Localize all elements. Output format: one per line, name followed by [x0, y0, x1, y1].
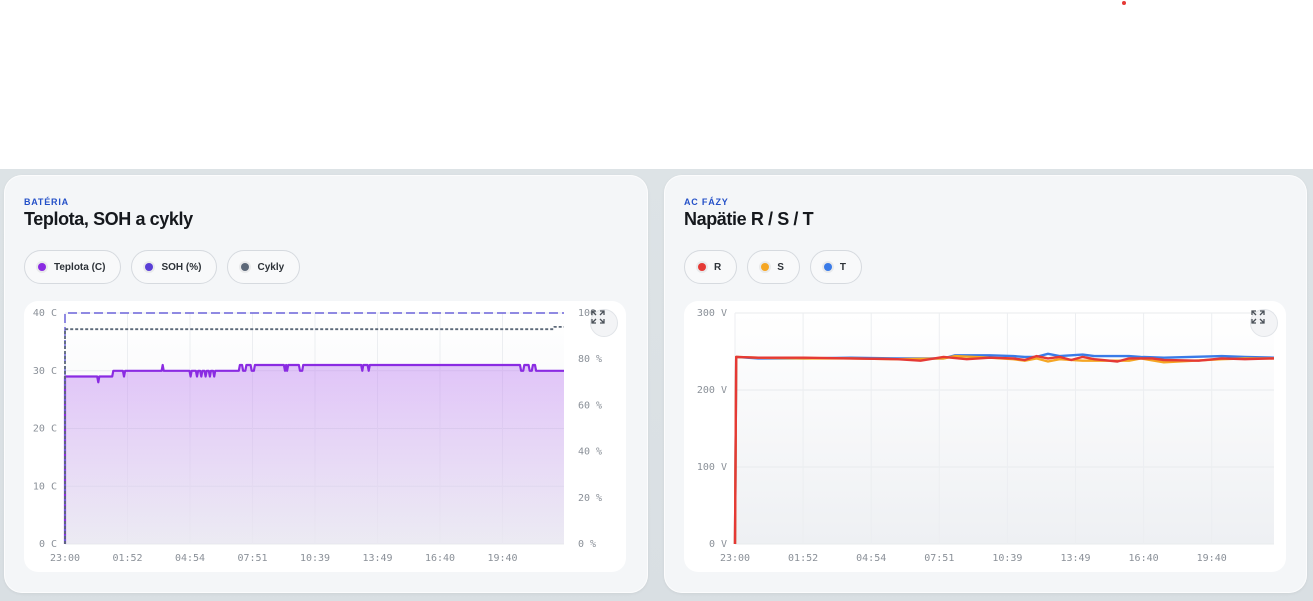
ac-phase-card: AC FÁZY Napätie R / S / T R S T 0 V 100 V…: [664, 175, 1307, 593]
legend-dot: [698, 263, 706, 271]
legend-dot: [241, 263, 250, 271]
y-tick-label: 0 C: [39, 539, 57, 550]
plot-background: [735, 313, 1274, 544]
x-tick-label: 19:40: [487, 553, 517, 564]
legend-item-r[interactable]: R: [684, 250, 738, 284]
y2-tick-label: 60 %: [578, 400, 602, 411]
battery-chart: 0 C 10 C 20 C 30 C 40 C 0 % 20 % 40 % 60 % 80 % 10…: [33, 308, 608, 564]
y-tick-label: 30 C: [33, 366, 57, 377]
chart-legend: R S T: [684, 250, 863, 284]
y-tick-label: 40 C: [33, 308, 57, 319]
legend-item-cykly[interactable]: Cykly: [227, 250, 301, 284]
y2-tick-label: 40 %: [578, 447, 602, 458]
y-tick-label: 200 V: [697, 385, 727, 396]
x-tick-label: 13:49: [362, 553, 392, 564]
y2-tick-label: 0 %: [578, 539, 596, 550]
y-tick-label: 0 V: [709, 539, 727, 550]
expand-button[interactable]: [1250, 309, 1278, 337]
x-tick-label: 04:54: [856, 553, 886, 564]
x-tick-label: 01:52: [112, 553, 142, 564]
expand-icon: [591, 310, 605, 324]
x-tick-label: 07:51: [924, 553, 954, 564]
legend-label: SOH (%): [161, 261, 202, 273]
x-tick-label: 19:40: [1197, 553, 1227, 564]
x-tick-label: 16:40: [425, 553, 455, 564]
y2-tick-label: 20 %: [578, 493, 602, 504]
card-title: Napätie R / S / T: [684, 209, 814, 229]
legend-dot: [145, 263, 154, 271]
card-eyebrow: AC FÁZY: [684, 197, 729, 207]
y-tick-label: 300 V: [697, 308, 727, 319]
x-tick-label: 23:00: [720, 553, 750, 564]
legend-label: Teplota (C): [54, 261, 106, 273]
x-tick-label: 16:40: [1129, 553, 1159, 564]
legend-item-t[interactable]: T: [809, 250, 863, 284]
chart-panel: 0 V 100 V 200 V 300 V 23:00 01:52 04:54 07:51 10…: [684, 301, 1286, 572]
x-tick-label: 10:39: [992, 553, 1022, 564]
status-dot: [1122, 1, 1126, 5]
legend-item-soh[interactable]: SOH (%): [131, 250, 218, 284]
series-line-r: [733, 354, 1275, 545]
legend-dot: [38, 263, 46, 271]
legend-dot: [823, 263, 832, 271]
legend-label: S: [777, 261, 784, 273]
series-line-soh-: [64, 312, 564, 544]
y-tick-label: 100 V: [697, 462, 727, 473]
y-tick-label: 10 C: [33, 481, 57, 492]
voltage-chart: 0 V 100 V 200 V 300 V 23:00 01:52 04:54 07:51 10…: [697, 308, 1275, 564]
y2-tick-label: 80 %: [578, 354, 602, 365]
expand-button[interactable]: [590, 309, 618, 337]
legend-item-teplota[interactable]: Teplota (C): [24, 250, 122, 284]
y-tick-label: 20 C: [33, 424, 57, 435]
expand-icon: [1251, 310, 1265, 324]
x-tick-label: 07:51: [237, 553, 267, 564]
series-line-teplota-c-: [63, 363, 564, 544]
x-tick-label: 01:52: [788, 553, 818, 564]
x-tick-label: 04:54: [175, 553, 205, 564]
battery-card: BATÉRIA Teplota, SOH a cykly Teplota (C)…: [4, 175, 648, 593]
chart-panel: 0 C 10 C 20 C 30 C 40 C 0 % 20 % 40 % 60 % 80 % 10…: [24, 301, 626, 572]
series-area: [65, 365, 564, 544]
legend-label: T: [839, 261, 847, 273]
chart-legend: Teplota (C) SOH (%) Cykly: [24, 250, 301, 284]
x-tick-label: 10:39: [300, 553, 330, 564]
x-tick-label: 23:00: [50, 553, 80, 564]
x-tick-label: 13:49: [1060, 553, 1090, 564]
legend-label: Cykly: [257, 261, 285, 273]
legend-label: R: [714, 261, 722, 273]
card-eyebrow: BATÉRIA: [24, 197, 69, 207]
legend-item-s[interactable]: S: [747, 250, 800, 284]
card-title: Teplota, SOH a cykly: [24, 209, 193, 229]
legend-dot: [761, 263, 770, 271]
